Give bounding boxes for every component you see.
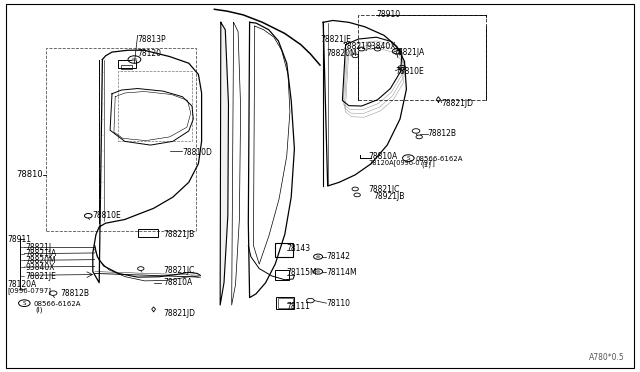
Text: 78115M: 78115M [287, 268, 317, 277]
Text: 78911: 78911 [8, 235, 32, 244]
Text: 78810A: 78810A [163, 278, 193, 287]
Text: 78810A: 78810A [368, 152, 397, 161]
Text: S: S [406, 155, 410, 161]
Circle shape [316, 256, 320, 258]
Text: 78120A[0996-0797]: 78120A[0996-0797] [368, 160, 435, 166]
Text: [0996-0797]: [0996-0797] [8, 287, 52, 294]
Text: 78143: 78143 [287, 244, 311, 253]
Text: 78821JE: 78821JE [26, 272, 56, 280]
Text: 78821JB: 78821JB [163, 230, 195, 239]
Bar [275, 243, 293, 257]
Bar [275, 270, 289, 280]
Text: 78813P: 78813P [138, 35, 166, 44]
Bar [118, 71, 192, 141]
Text: 78812B: 78812B [61, 289, 90, 298]
Text: 78821JC: 78821JC [368, 185, 399, 194]
Text: 78120A: 78120A [8, 280, 37, 289]
Text: A780*0.5: A780*0.5 [589, 353, 625, 362]
Text: 78821J: 78821J [26, 243, 52, 252]
Text: 78821JD: 78821JD [442, 99, 474, 108]
Bar [121, 65, 132, 69]
Bar [118, 60, 136, 68]
Text: 78821JA: 78821JA [26, 249, 57, 258]
Text: 78812B: 78812B [428, 129, 456, 138]
Text: 78111: 78111 [287, 302, 310, 311]
Bar [358, 15, 486, 100]
Text: 78810: 78810 [16, 170, 43, 179]
Text: 78810E: 78810E [93, 211, 122, 220]
Text: S: S [22, 301, 26, 306]
Text: 78810D: 78810D [182, 148, 212, 157]
Text: 78110: 78110 [326, 299, 351, 308]
Text: 78114M: 78114M [326, 268, 357, 277]
Text: 78820M: 78820M [326, 49, 357, 58]
Text: 78820M: 78820M [26, 256, 56, 265]
Circle shape [316, 270, 320, 273]
Text: 78821JC: 78821JC [163, 266, 195, 275]
Text: 78821JD: 78821JD [163, 309, 195, 318]
Text: 78821JE: 78821JE [320, 35, 351, 44]
Text: 93840X: 93840X [366, 42, 396, 51]
Circle shape [132, 58, 137, 61]
Text: 78142: 78142 [326, 252, 351, 261]
Text: 78921JB: 78921JB [373, 192, 404, 201]
Text: (I): (I) [35, 306, 43, 313]
Text: 08566-6162A: 08566-6162A [33, 301, 81, 307]
Bar [138, 229, 158, 237]
Text: 78810E: 78810E [396, 67, 424, 76]
Polygon shape [220, 22, 228, 305]
Text: 08566-6162A: 08566-6162A [416, 156, 463, 162]
Text: 78821JA: 78821JA [394, 48, 425, 57]
Text: 78120: 78120 [138, 49, 161, 58]
Text: 93840X: 93840X [26, 263, 55, 272]
Bar [276, 297, 294, 309]
Bar [278, 298, 293, 308]
Text: 78821J: 78821J [342, 42, 369, 51]
Text: 78910: 78910 [376, 10, 401, 19]
Bar [46, 48, 196, 231]
Text: (1): (1) [421, 161, 431, 168]
